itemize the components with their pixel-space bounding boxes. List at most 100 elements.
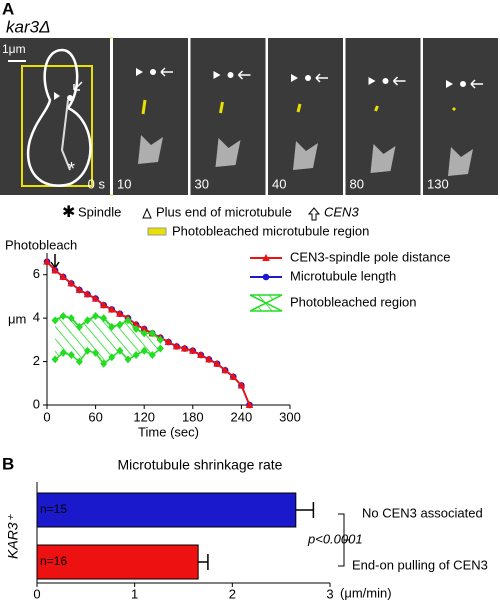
marker [67,314,75,323]
marker [59,272,67,280]
marker [100,314,108,323]
marker [51,316,59,325]
marker [67,351,75,360]
marker [83,290,92,298]
x-tick-label: 60 [88,409,102,424]
bleach-mark [141,99,147,115]
x-tick-label: 0 [33,586,40,601]
annotation: Photobleach [5,237,77,252]
bleach-mark [451,106,457,112]
legend-text: CEN3 [324,204,359,219]
y-tick-label: 6 [33,266,40,281]
x-tick-label: 180 [182,409,204,424]
marker [84,346,91,355]
marker [229,372,238,380]
bar-label: n=16 [40,554,67,568]
marker [124,316,132,325]
x-axis-label: Time (sec) [138,424,199,439]
marker [108,353,116,362]
chart-title: Microtubule shrinkage rate [118,457,283,473]
bar [36,544,199,580]
spindle-blob [293,141,318,170]
arrow-head [291,74,298,82]
time-label: 10 [117,176,131,191]
marker [59,311,67,320]
arrow [315,73,328,83]
legend-symbol [142,207,152,219]
marker [156,344,164,353]
x-axis-label: (μm/min) [340,585,392,600]
marker [116,309,124,317]
x-tick-label: 3 [326,586,333,601]
marker [213,359,221,367]
y-tick-label: 4 [33,310,40,325]
spot [460,81,466,87]
arrow-head [136,68,143,76]
marker [140,329,148,338]
marker [67,279,76,287]
spot [382,78,389,84]
annotation: End-on pulling of CEN3 [352,557,488,572]
marker [221,366,229,374]
legend-text: Spindle [78,204,121,219]
micrograph: * [0,37,113,196]
marker [164,338,173,346]
x-tick-label: 240 [231,409,253,424]
spindle-blob [448,147,473,176]
y-tick-label: 2 [33,353,40,368]
spindle-blob [138,135,163,164]
spot [150,69,156,75]
marker [51,355,59,364]
legend-label: CEN3-spindle pole distance [290,249,450,264]
marker [140,325,148,332]
marker [172,342,181,350]
marker [43,257,51,265]
bleach-mark [374,105,379,112]
annotation-arrow [50,254,60,270]
marker [245,401,254,408]
arrow-head [213,71,221,79]
marker [99,301,108,309]
marker [108,305,116,313]
legend-symbol: ✱ [62,204,75,221]
annotation: No CEN3 associated [362,505,483,520]
marker [148,351,156,360]
y-axis-label: μm [8,312,26,327]
marker [108,322,116,331]
marker [84,316,91,325]
marker [132,325,140,333]
spot [227,72,234,78]
bleach-mark [219,101,224,114]
micrograph-frame [113,38,188,195]
error-bar [295,502,315,518]
micrograph-frame [268,38,343,195]
panel-label: B [2,454,14,473]
marker [92,348,100,357]
spot [305,75,311,81]
micrograph-frame [190,38,266,195]
arrow [470,79,483,89]
arrow-head [368,77,376,85]
y-axis-label: KAR3⁺ [5,513,21,559]
marker [75,285,84,293]
marker [205,355,213,363]
time-label: 80 [350,176,364,191]
spindle-blob [370,144,396,173]
marker [51,266,59,274]
time-label: 130 [427,176,449,191]
strain-label: kar3Δ [6,17,50,36]
time-label: 30 [195,176,209,191]
annotation: p<0.0001 [307,531,363,546]
bar-label: n=15 [40,502,67,516]
marker [116,346,124,355]
legend-label: Microtubule length [290,268,396,283]
marker [262,273,270,281]
arrow [237,70,251,80]
arrow-head [446,80,453,88]
x-tick-label: 1 [131,586,138,601]
marker [140,346,148,355]
legend-symbol [307,207,321,221]
y-tick-label: 0 [33,396,40,411]
error-bar [198,554,209,570]
